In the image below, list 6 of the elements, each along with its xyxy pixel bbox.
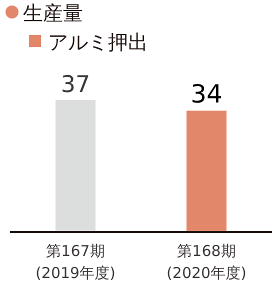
x-tick-label: 第167期 (2019年度) bbox=[36, 242, 116, 282]
data-label: 37 bbox=[60, 72, 90, 98]
chart-title: 生産量 bbox=[23, 1, 83, 25]
data-label: 34 bbox=[190, 80, 222, 109]
legend-label: アルミ押出 bbox=[48, 30, 148, 54]
x-tick-label: 第168期 (2020年度) bbox=[166, 242, 246, 282]
